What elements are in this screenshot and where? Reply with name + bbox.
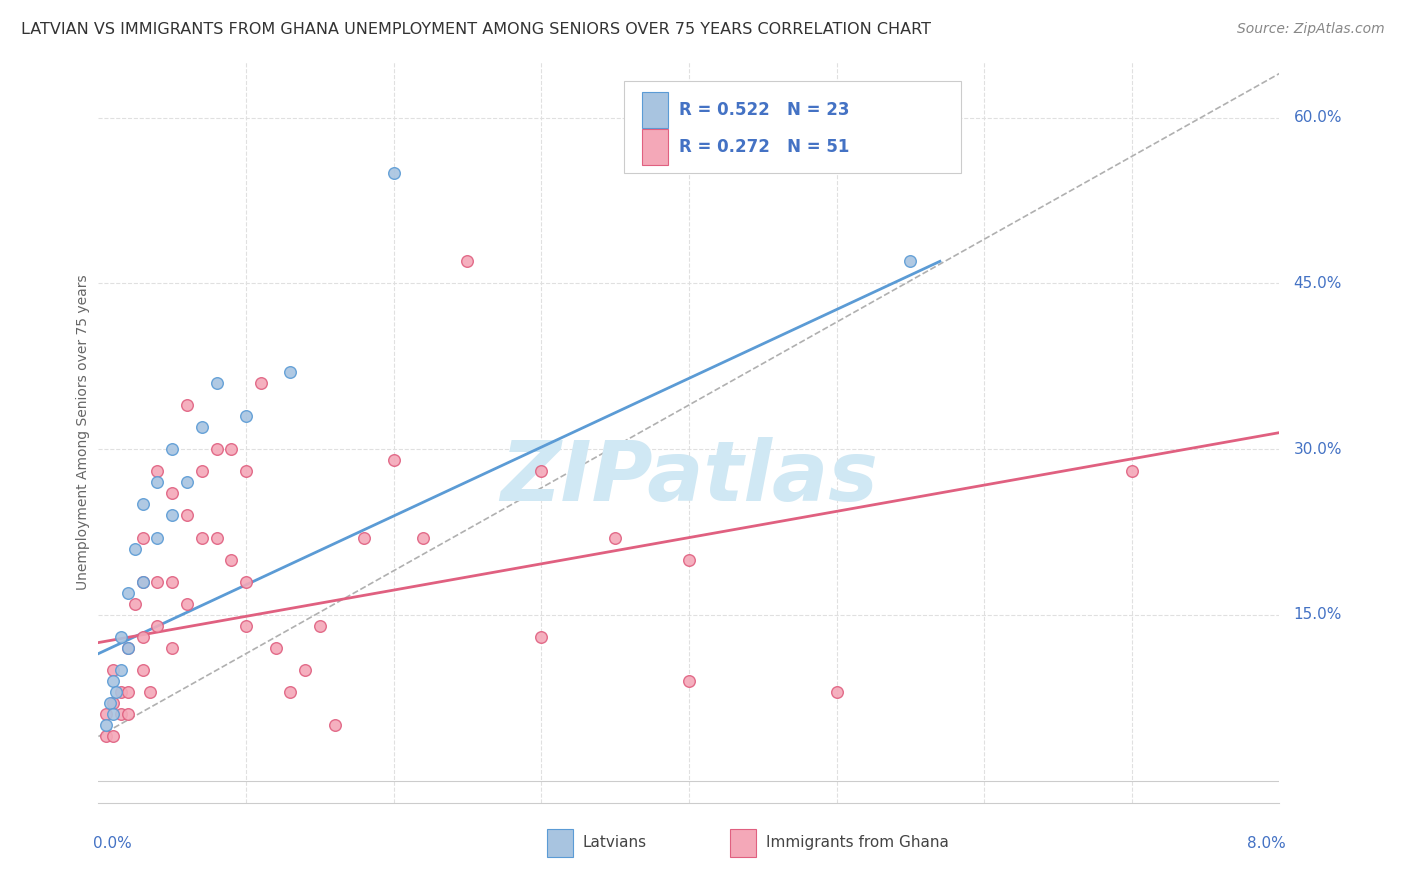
Point (235, 409, 257, 423)
Point (110, 663, 132, 677)
Point (235, 464, 257, 478)
Point (530, 464, 553, 478)
Point (94, 707, 117, 722)
Point (103, 707, 125, 722)
Text: 15.0%: 15.0% (1294, 607, 1341, 623)
Point (205, 531, 228, 545)
FancyBboxPatch shape (641, 92, 668, 128)
Point (132, 663, 155, 677)
Point (162, 508, 183, 523)
Point (94, 730, 117, 744)
Text: LATVIAN VS IMMIGRANTS FROM GHANA UNEMPLOYMENT AMONG SENIORS OVER 75 YEARS CORREL: LATVIAN VS IMMIGRANTS FROM GHANA UNEMPLO… (21, 22, 931, 37)
FancyBboxPatch shape (730, 829, 756, 857)
Point (103, 730, 125, 744)
Point (294, 663, 316, 677)
Point (264, 641, 287, 656)
Point (132, 574, 155, 589)
Point (250, 376, 273, 390)
Text: 45.0%: 45.0% (1294, 276, 1341, 291)
Point (221, 442, 243, 457)
Point (105, 685, 128, 699)
Point (205, 376, 228, 390)
Point (132, 574, 155, 589)
Point (457, 254, 479, 268)
Point (900, 254, 922, 268)
Point (146, 531, 169, 545)
Point (103, 697, 125, 711)
Point (323, 718, 346, 732)
Point (132, 498, 155, 512)
Point (176, 475, 198, 490)
Point (94, 718, 117, 732)
Point (382, 453, 405, 467)
Y-axis label: Unemployment Among Seniors over 75 years: Unemployment Among Seniors over 75 years (76, 275, 90, 591)
Point (110, 707, 132, 722)
Point (162, 641, 183, 656)
Text: R = 0.522   N = 23: R = 0.522 N = 23 (679, 101, 851, 119)
Point (530, 630, 553, 644)
Point (382, 166, 405, 180)
Text: 8.0%: 8.0% (1247, 836, 1285, 851)
Point (412, 531, 434, 545)
Point (605, 531, 627, 545)
Point (110, 630, 132, 644)
Point (146, 619, 169, 633)
Point (98, 697, 121, 711)
Point (146, 475, 169, 490)
Point (117, 685, 139, 699)
Point (117, 641, 139, 656)
Text: 60.0%: 60.0% (1294, 111, 1343, 125)
Point (132, 630, 155, 644)
Point (146, 574, 169, 589)
Point (280, 685, 302, 699)
Point (235, 619, 257, 633)
Point (110, 685, 132, 699)
Point (139, 685, 162, 699)
FancyBboxPatch shape (547, 829, 574, 857)
Point (1121, 464, 1143, 478)
FancyBboxPatch shape (641, 129, 668, 165)
Point (176, 398, 198, 412)
Text: 0.0%: 0.0% (93, 836, 131, 851)
Point (132, 531, 155, 545)
Point (103, 674, 125, 689)
Point (191, 464, 214, 478)
Point (146, 464, 169, 478)
Point (124, 597, 146, 611)
Point (678, 674, 700, 689)
Point (309, 619, 332, 633)
FancyBboxPatch shape (624, 81, 960, 173)
Text: Latvians: Latvians (582, 835, 647, 849)
Point (176, 597, 198, 611)
Point (117, 641, 139, 656)
Point (678, 552, 700, 566)
Point (103, 663, 125, 677)
Point (162, 574, 183, 589)
Point (191, 531, 214, 545)
Point (280, 365, 302, 379)
Point (191, 420, 214, 434)
Text: Immigrants from Ghana: Immigrants from Ghana (766, 835, 949, 849)
Point (825, 685, 848, 699)
Point (162, 442, 183, 457)
Point (235, 574, 257, 589)
Point (353, 531, 375, 545)
Text: Source: ZipAtlas.com: Source: ZipAtlas.com (1237, 22, 1385, 37)
Point (124, 541, 146, 556)
Point (162, 486, 183, 500)
Point (117, 586, 139, 600)
Point (117, 707, 139, 722)
Point (205, 442, 228, 457)
Text: ZIPatlas: ZIPatlas (501, 436, 877, 517)
Text: 30.0%: 30.0% (1294, 442, 1343, 457)
Text: R = 0.272   N = 51: R = 0.272 N = 51 (679, 138, 849, 156)
Point (176, 508, 198, 523)
Point (221, 552, 243, 566)
